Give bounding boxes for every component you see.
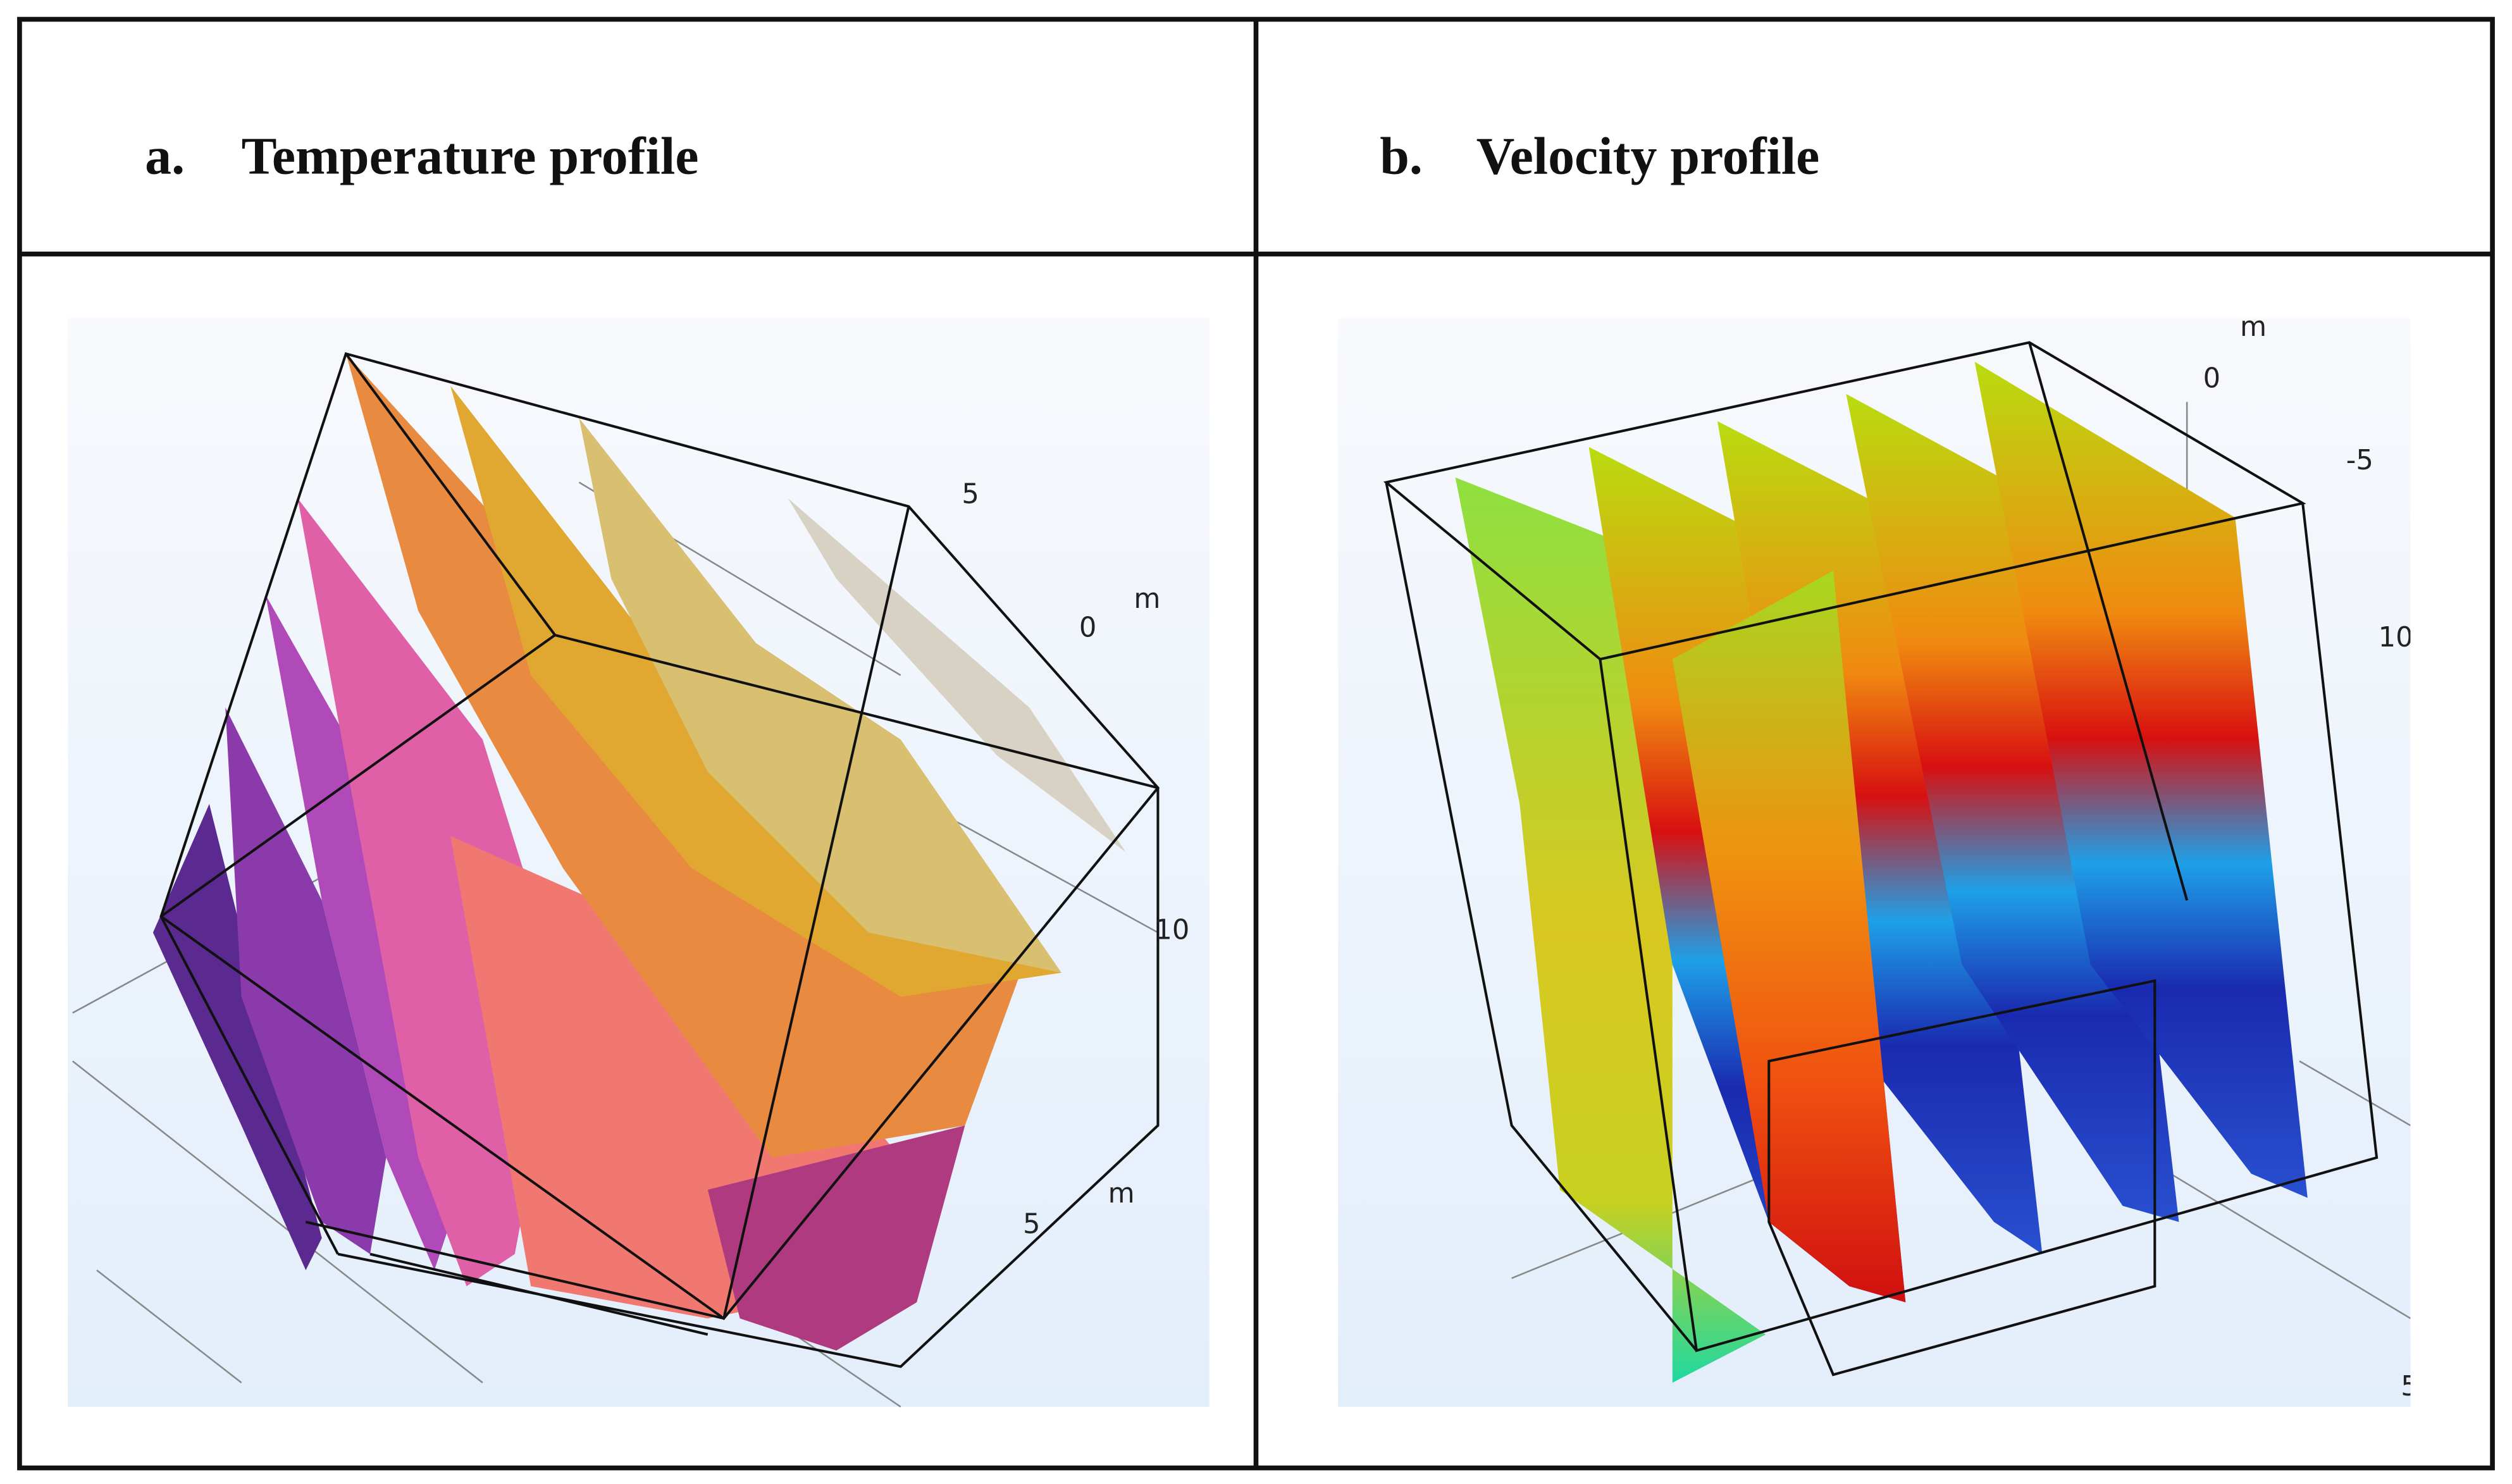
axis-label: 5 bbox=[1023, 1208, 1040, 1240]
velocity-render bbox=[1338, 318, 2411, 1407]
panel-label: b. bbox=[1380, 127, 1423, 186]
clipped-labels: 10 5 bbox=[2379, 622, 2418, 1402]
axis-label: m bbox=[1134, 583, 1160, 615]
panel-title: Velocity profile bbox=[1476, 127, 1820, 186]
axis-label: -5 bbox=[2346, 445, 2373, 476]
axis-label: 0 bbox=[1079, 612, 1096, 644]
axis-label: 10 bbox=[1154, 914, 1189, 946]
axis-label: 0 bbox=[2203, 363, 2220, 395]
axis-label: 10 bbox=[2379, 622, 2413, 653]
axis-label: 5 bbox=[962, 479, 979, 510]
axis-label: m bbox=[1108, 1178, 1135, 1209]
panel-label: a. bbox=[145, 127, 185, 186]
table-frame bbox=[17, 16, 2495, 1471]
axis-label: m bbox=[2240, 311, 2267, 343]
temperature-render bbox=[68, 318, 1210, 1408]
axis-label: 5 bbox=[2401, 1371, 2418, 1402]
panel-title: Temperature profile bbox=[242, 127, 699, 186]
